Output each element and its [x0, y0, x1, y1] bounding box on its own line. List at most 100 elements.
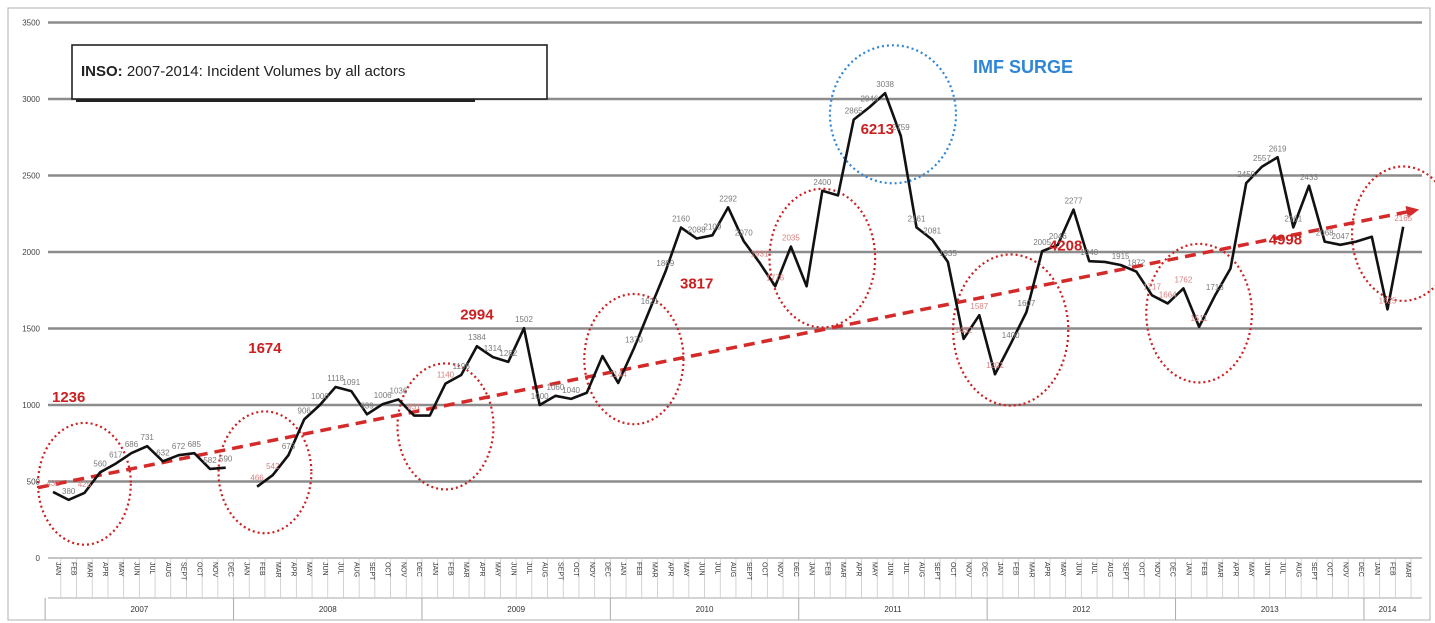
- highlight-circle: [768, 187, 877, 329]
- highlight-circle: [36, 421, 132, 546]
- month-label: FEB: [1389, 562, 1396, 576]
- year-label: 2011: [884, 605, 902, 614]
- data-label: 1091: [342, 378, 360, 387]
- month-label: NOV: [588, 562, 595, 578]
- data-label: 1000: [311, 392, 329, 401]
- month-label: FEB: [1012, 562, 1019, 576]
- month-label: JUN: [698, 562, 705, 576]
- data-label: 2109: [704, 222, 722, 231]
- month-label: JUN: [321, 562, 328, 576]
- month-label: JUL: [902, 562, 909, 575]
- year-label: 2013: [1261, 605, 1279, 614]
- data-label: 2161: [1284, 214, 1302, 223]
- data-label: 1621: [641, 297, 659, 306]
- data-label: 1915: [1112, 252, 1130, 261]
- data-label: 1625: [1379, 296, 1397, 305]
- month-label: AUG: [729, 562, 736, 577]
- data-label: 2161: [908, 214, 926, 223]
- month-label: AUG: [1294, 562, 1301, 577]
- month-label: MAR: [1216, 562, 1223, 578]
- month-label: NOV: [1341, 562, 1348, 578]
- month-label: FEB: [258, 562, 265, 576]
- year-total-label: 3817: [680, 276, 713, 293]
- data-label: 686: [125, 440, 139, 449]
- data-label: 1118: [327, 374, 344, 383]
- data-label: 1776: [766, 273, 784, 282]
- y-tick-label: 2000: [22, 248, 40, 257]
- month-label: OCT: [572, 562, 579, 578]
- month-label: AUG: [918, 562, 925, 577]
- data-label: 2081: [923, 227, 941, 236]
- data-label: 2070: [735, 228, 753, 237]
- month-label: NOV: [1153, 562, 1160, 578]
- highlight-circle: [1145, 242, 1253, 384]
- trend-arrowhead: [1405, 206, 1420, 218]
- data-label: 1196: [453, 362, 471, 371]
- data-label: 1869: [656, 259, 674, 268]
- chart-frame: [7, 7, 1431, 621]
- month-label: MAY: [1247, 562, 1254, 577]
- month-label: FEB: [1200, 562, 1207, 576]
- data-label: 2035: [782, 234, 800, 243]
- year-label: 2012: [1072, 605, 1090, 614]
- month-label: AUG: [541, 562, 548, 577]
- title-bold: INSO:: [81, 63, 123, 80]
- data-label: 931: [407, 403, 421, 412]
- data-label: 1036: [390, 386, 408, 395]
- month-label: APR: [1043, 562, 1050, 576]
- data-label: 2619: [1269, 144, 1287, 153]
- data-label: 1144: [610, 370, 628, 379]
- data-label: 1400: [1002, 331, 1020, 340]
- year-total-label: 4208: [1049, 237, 1082, 254]
- month-label: FEB: [635, 562, 642, 576]
- data-label: 560: [93, 459, 107, 468]
- month-label: OCT: [1326, 562, 1333, 578]
- month-label: JUN: [1263, 562, 1270, 576]
- month-label: OCT: [384, 562, 391, 578]
- data-label: 2047: [1332, 232, 1350, 241]
- data-label: 2759: [892, 123, 910, 132]
- year-total-label: 1674: [248, 340, 282, 357]
- month-label: JAN: [242, 562, 249, 575]
- y-tick-label: 3000: [22, 95, 40, 104]
- data-label: 1040: [562, 386, 580, 395]
- month-label: MAY: [870, 562, 877, 577]
- data-label: 1370: [625, 335, 643, 344]
- data-label: 582: [203, 456, 217, 465]
- data-label: 1140: [437, 371, 455, 380]
- data-label: 2046: [1049, 232, 1067, 241]
- year-total-label: 1236: [52, 389, 85, 406]
- data-label: 380: [62, 487, 76, 496]
- data-label: 1000: [531, 392, 549, 401]
- month-label: JAN: [1184, 562, 1191, 575]
- imf-surge-circle: [828, 44, 958, 185]
- data-label: 2433: [1300, 173, 1318, 182]
- y-tick-label: 1500: [22, 325, 40, 334]
- data-label: 1940: [1080, 248, 1098, 257]
- y-tick-label: 500: [27, 478, 41, 487]
- month-label: SEPT: [745, 562, 752, 581]
- data-label: 432: [46, 479, 60, 488]
- data-label: 1502: [515, 315, 533, 324]
- data-label: 2165: [1394, 214, 1412, 223]
- month-label: MAR: [839, 562, 846, 578]
- month-label: DEC: [415, 562, 422, 577]
- month-label: SEPT: [556, 562, 563, 581]
- month-label: SEPT: [1310, 562, 1317, 581]
- month-label: JUN: [509, 562, 516, 576]
- y-tick-label: 2500: [22, 172, 40, 181]
- data-label: 2292: [719, 194, 737, 203]
- year-totals: 12361674299438176213420849985902: [52, 121, 1302, 406]
- month-label: SEPT: [933, 562, 940, 581]
- month-label: MAR: [1404, 562, 1411, 578]
- month-label: FEB: [70, 562, 77, 576]
- month-label: JUL: [713, 562, 720, 575]
- title-rest: 2007-2014: Incident Volumes by all actor…: [123, 63, 406, 80]
- data-label: 1314: [484, 344, 502, 353]
- y-tick-label: 1000: [22, 401, 40, 410]
- month-label: MAR: [1027, 562, 1034, 578]
- month-label: JUN: [133, 562, 140, 576]
- highlight-circle: [1350, 165, 1435, 302]
- data-label: 2088: [688, 226, 706, 235]
- highlight-circle: [217, 410, 313, 535]
